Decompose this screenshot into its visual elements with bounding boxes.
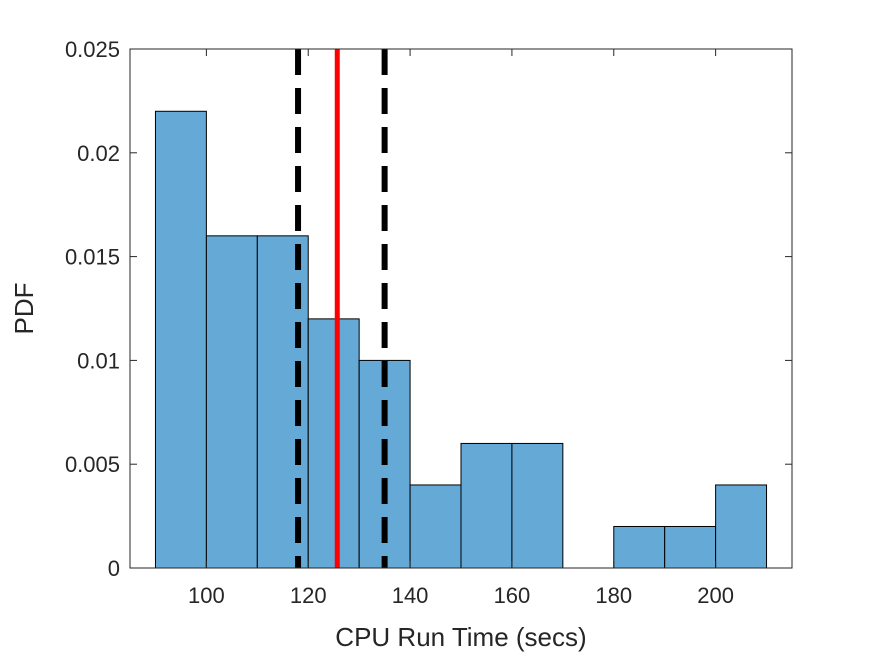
y-tick-label: 0.02 — [77, 141, 120, 166]
y-axis-label: PDF — [9, 283, 39, 335]
y-tick-label: 0.01 — [77, 348, 120, 373]
histogram-bar — [460, 442, 513, 569]
x-tick-label: 160 — [494, 583, 531, 608]
histogram-bar — [664, 525, 717, 569]
x-tick-label: 200 — [697, 583, 734, 608]
histogram-bar — [205, 235, 258, 569]
y-tick-label: 0.015 — [65, 245, 120, 270]
y-tick-label: 0.005 — [65, 452, 120, 477]
y-tick-label: 0.025 — [65, 37, 120, 62]
x-tick-label: 100 — [188, 583, 225, 608]
histogram-bar — [307, 318, 360, 569]
plot-frame — [129, 48, 793, 569]
x-tick-label: 140 — [392, 583, 429, 608]
y-axis-ticks: 0 0.005 0.01 0.015 0.02 0.025 — [65, 37, 792, 581]
x-axis-ticks: 100 120 140 160 180 200 — [188, 49, 734, 608]
histogram-bar — [511, 442, 564, 569]
y-tick-label: 0 — [108, 556, 120, 581]
x-axis-label: CPU Run Time (secs) — [335, 622, 586, 652]
histogram-bar — [409, 484, 462, 569]
histogram-bar — [154, 110, 207, 569]
histogram-bars — [154, 110, 768, 569]
x-tick-label: 180 — [595, 583, 632, 608]
histogram-bar — [613, 525, 666, 569]
x-tick-label: 120 — [290, 583, 327, 608]
reference-lines — [295, 49, 388, 568]
histogram-bar — [715, 484, 768, 569]
